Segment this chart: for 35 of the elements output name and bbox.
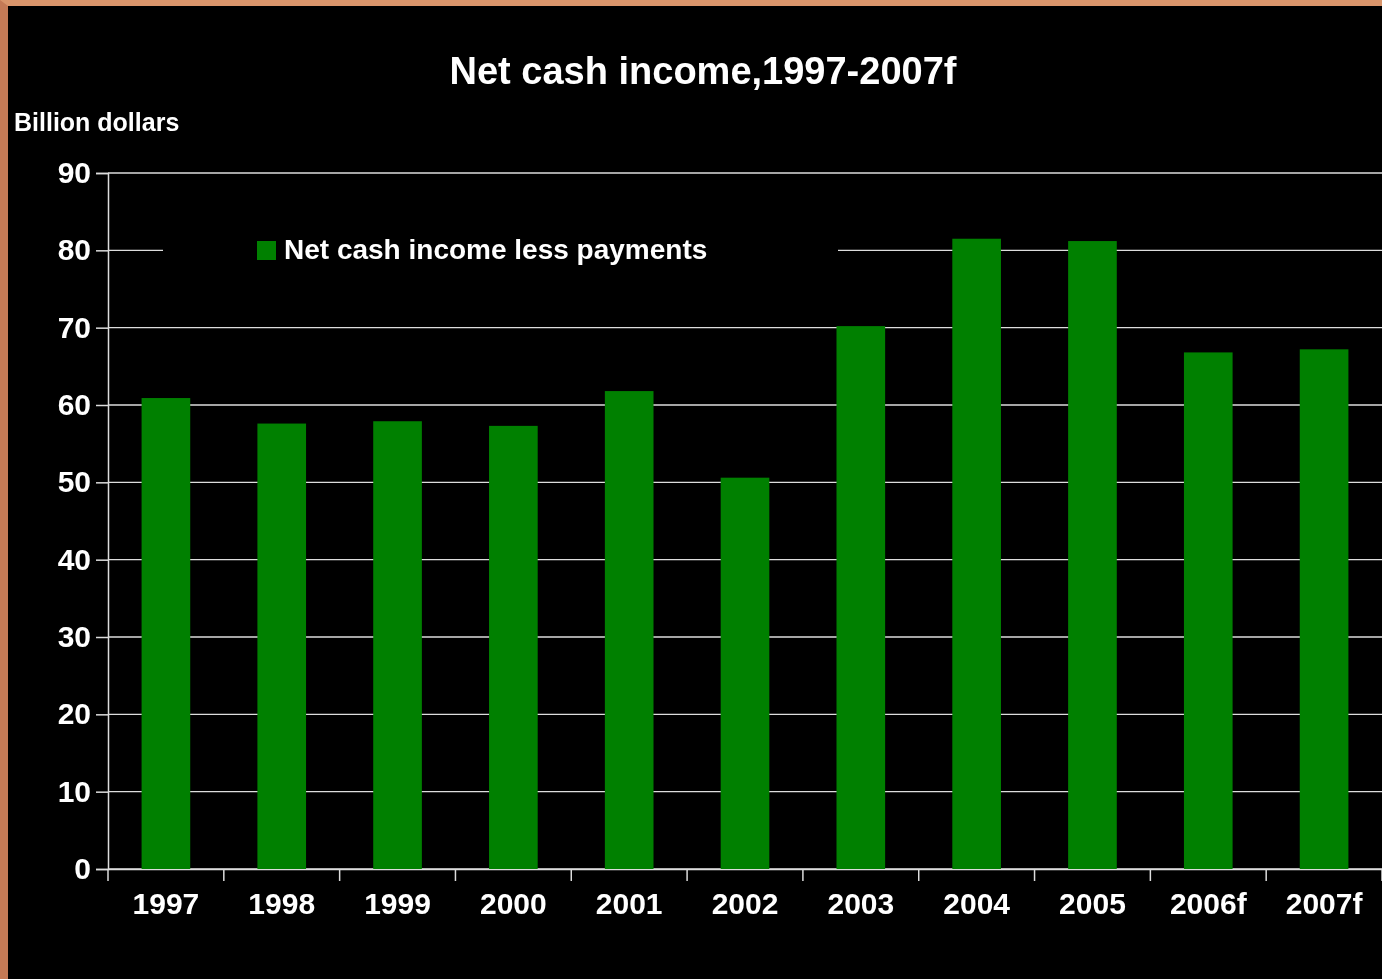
y-tick-label: 10	[57, 774, 91, 808]
y-tick-label: 70	[57, 310, 91, 344]
chart-title: Net cash income,1997-2007f	[449, 50, 957, 92]
bar	[1068, 241, 1117, 869]
bar	[952, 238, 1001, 869]
bar	[141, 398, 191, 869]
x-tick-label: 2000	[479, 887, 547, 920]
x-tick-label: 2002	[711, 887, 779, 920]
bar	[720, 477, 770, 869]
x-tick-label: 1999	[364, 887, 431, 920]
y-tick-label: 30	[57, 620, 91, 654]
y-tick-label: 0	[74, 852, 91, 886]
bar	[373, 421, 422, 869]
y-axis-title: Billion dollars	[14, 108, 180, 136]
bar	[1183, 352, 1233, 869]
x-tick-label: 1998	[248, 887, 316, 920]
x-tick-label: 2005	[1059, 887, 1126, 920]
y-tick-label: 90	[57, 156, 91, 190]
x-tick-label: 2007f	[1285, 887, 1364, 920]
bar	[257, 423, 307, 869]
bar	[489, 425, 538, 869]
x-tick-label: 2004	[943, 887, 1011, 920]
x-tick-label: 2006f	[1169, 887, 1248, 920]
bar	[1299, 349, 1349, 869]
y-tick-label: 20	[57, 697, 91, 731]
x-tick-label: 2003	[827, 887, 895, 920]
bar	[836, 326, 886, 869]
legend-label: Net cash income less payments	[284, 234, 708, 265]
bar	[604, 391, 654, 869]
y-tick-label: 40	[57, 542, 91, 576]
y-tick-label: 50	[57, 465, 91, 499]
x-tick-label: 1997	[132, 887, 200, 920]
y-tick-label: 80	[57, 233, 91, 267]
x-tick-label: 2001	[595, 887, 663, 920]
y-tick-label: 60	[57, 388, 91, 422]
